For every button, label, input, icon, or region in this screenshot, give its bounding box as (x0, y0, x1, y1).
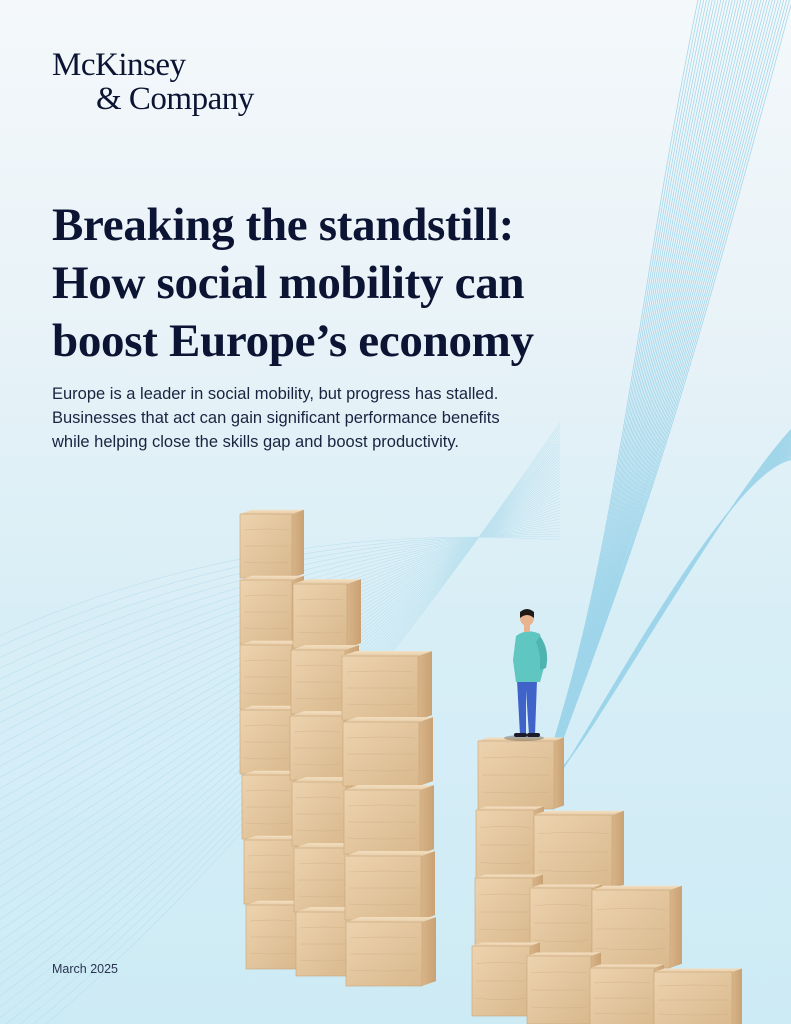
title-line: boost Europe’s economy (52, 315, 534, 367)
wood-block (591, 885, 682, 969)
standing-figure (504, 609, 548, 741)
wood-block (344, 851, 435, 921)
wood-block (533, 810, 624, 890)
title-line: Breaking the standstill: (52, 199, 514, 251)
report-subtitle: Europe is a leader in social mobility, b… (52, 382, 572, 454)
wood-block (342, 717, 433, 787)
mckinsey-logo: McKinsey & Company (52, 48, 254, 116)
wood-block (345, 917, 436, 987)
wave-line (549, 3, 791, 784)
wood-block (653, 968, 742, 1024)
publication-date: March 2025 (52, 962, 119, 976)
report-title: Breaking the standstill: How social mobi… (52, 196, 692, 370)
left-block-stack (239, 509, 436, 987)
wave-lines (548, 0, 791, 784)
wood-block (343, 785, 434, 855)
right-block-stairs (471, 737, 742, 1024)
subtitle-line: Businesses that act can gain significant… (52, 409, 500, 427)
subtitle-line: while helping close the skills gap and b… (52, 433, 459, 451)
title-line: How social mobility can (52, 257, 525, 309)
wood-block (477, 737, 564, 810)
logo-line-1: McKinsey (52, 47, 186, 83)
subtitle-line: Europe is a leader in social mobility, b… (52, 385, 499, 403)
wood-block (292, 579, 361, 649)
logo-line-2: & Company (96, 81, 254, 117)
wood-block (589, 964, 664, 1024)
wood-block (529, 884, 602, 959)
wood-block (341, 651, 432, 721)
wood-block (239, 509, 304, 579)
